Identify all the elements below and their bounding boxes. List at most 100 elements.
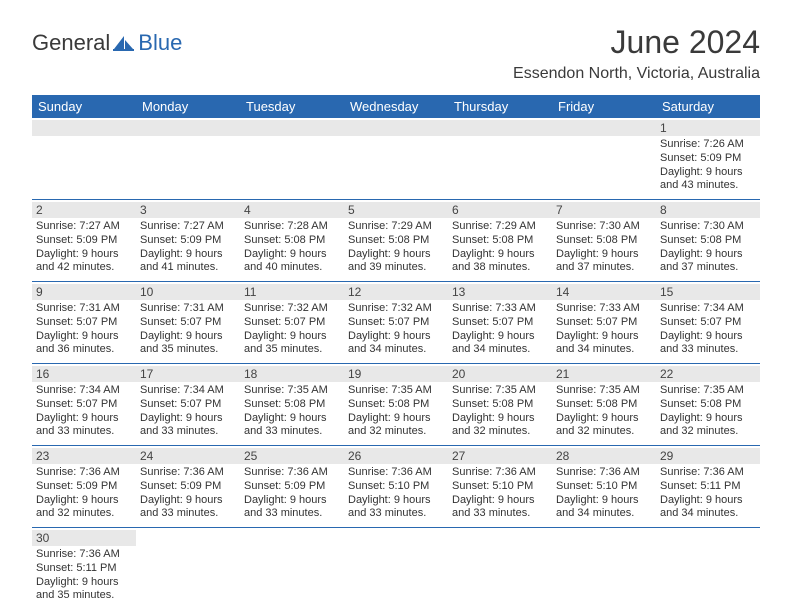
day-sunrise: Sunrise: 7:36 AM xyxy=(556,466,652,480)
day-sunrise: Sunrise: 7:35 AM xyxy=(660,384,756,398)
day-daylight2: and 39 minutes. xyxy=(348,261,444,275)
day-number: 30 xyxy=(32,530,136,546)
calendar-day-cell xyxy=(344,528,448,610)
day-sunrise: Sunrise: 7:30 AM xyxy=(660,220,756,234)
calendar-day-cell: 8Sunrise: 7:30 AMSunset: 5:08 PMDaylight… xyxy=(656,200,760,282)
day-daylight1: Daylight: 9 hours xyxy=(452,248,548,262)
day-sunrise: Sunrise: 7:34 AM xyxy=(140,384,236,398)
day-sunset: Sunset: 5:11 PM xyxy=(660,480,756,494)
day-sunset: Sunset: 5:07 PM xyxy=(140,316,236,330)
calendar-day-cell: 7Sunrise: 7:30 AMSunset: 5:08 PMDaylight… xyxy=(552,200,656,282)
day-sunset: Sunset: 5:08 PM xyxy=(348,398,444,412)
day-number: 28 xyxy=(552,448,656,464)
day-daylight1: Daylight: 9 hours xyxy=(452,412,548,426)
day-sunset: Sunset: 5:07 PM xyxy=(140,398,236,412)
day-number: 3 xyxy=(136,202,240,218)
calendar-day-cell: 15Sunrise: 7:34 AMSunset: 5:07 PMDayligh… xyxy=(656,282,760,364)
day-daylight1: Daylight: 9 hours xyxy=(556,248,652,262)
calendar-day-cell: 28Sunrise: 7:36 AMSunset: 5:10 PMDayligh… xyxy=(552,446,656,528)
calendar-day-cell: 23Sunrise: 7:36 AMSunset: 5:09 PMDayligh… xyxy=(32,446,136,528)
day-daylight1: Daylight: 9 hours xyxy=(660,494,756,508)
day-daylight1: Daylight: 9 hours xyxy=(244,412,340,426)
day-sunrise: Sunrise: 7:30 AM xyxy=(556,220,652,234)
calendar-day-cell: 6Sunrise: 7:29 AMSunset: 5:08 PMDaylight… xyxy=(448,200,552,282)
day-sunset: Sunset: 5:08 PM xyxy=(244,398,340,412)
calendar-day-cell: 26Sunrise: 7:36 AMSunset: 5:10 PMDayligh… xyxy=(344,446,448,528)
day-number: 2 xyxy=(32,202,136,218)
day-daylight2: and 32 minutes. xyxy=(556,425,652,439)
day-sunrise: Sunrise: 7:36 AM xyxy=(36,466,132,480)
calendar-day-cell: 19Sunrise: 7:35 AMSunset: 5:08 PMDayligh… xyxy=(344,364,448,446)
calendar-day-cell xyxy=(136,118,240,200)
calendar-table: Sunday Monday Tuesday Wednesday Thursday… xyxy=(32,95,760,609)
day-number: 17 xyxy=(136,366,240,382)
day-number: 23 xyxy=(32,448,136,464)
day-sunset: Sunset: 5:11 PM xyxy=(36,562,132,576)
day-number: 18 xyxy=(240,366,344,382)
calendar-day-cell: 4Sunrise: 7:28 AMSunset: 5:08 PMDaylight… xyxy=(240,200,344,282)
day-daylight2: and 38 minutes. xyxy=(452,261,548,275)
day-number: 8 xyxy=(656,202,760,218)
day-daylight2: and 34 minutes. xyxy=(556,343,652,357)
empty-day-number xyxy=(240,120,344,136)
day-daylight2: and 37 minutes. xyxy=(556,261,652,275)
calendar-day-cell: 25Sunrise: 7:36 AMSunset: 5:09 PMDayligh… xyxy=(240,446,344,528)
calendar-day-cell: 2 Sunrise: 7:27 AMSunset: 5:09 PMDaylight… xyxy=(32,200,136,282)
day-daylight2: and 33 minutes. xyxy=(140,507,236,521)
day-daylight1: Daylight: 9 hours xyxy=(36,330,132,344)
day-daylight2: and 32 minutes. xyxy=(660,425,756,439)
day-sunset: Sunset: 5:08 PM xyxy=(660,234,756,248)
calendar-day-cell: 21Sunrise: 7:35 AMSunset: 5:08 PMDayligh… xyxy=(552,364,656,446)
calendar-day-cell: 5Sunrise: 7:29 AMSunset: 5:08 PMDaylight… xyxy=(344,200,448,282)
day-sunrise: Sunrise: 7:34 AM xyxy=(660,302,756,316)
day-sunrise: Sunrise: 7:27 AM xyxy=(36,220,132,234)
day-sunrise: Sunrise: 7:36 AM xyxy=(348,466,444,480)
calendar-day-cell xyxy=(344,118,448,200)
day-daylight1: Daylight: 9 hours xyxy=(36,248,132,262)
day-header-friday: Friday xyxy=(552,95,656,118)
calendar-day-cell xyxy=(552,118,656,200)
day-daylight2: and 41 minutes. xyxy=(140,261,236,275)
day-sunrise: Sunrise: 7:35 AM xyxy=(244,384,340,398)
day-daylight1: Daylight: 9 hours xyxy=(140,412,236,426)
day-sunrise: Sunrise: 7:36 AM xyxy=(244,466,340,480)
day-sunrise: Sunrise: 7:32 AM xyxy=(348,302,444,316)
day-sunset: Sunset: 5:08 PM xyxy=(452,398,548,412)
logo: General Blue xyxy=(32,30,182,56)
calendar-week-row: 23Sunrise: 7:36 AMSunset: 5:09 PMDayligh… xyxy=(32,446,760,528)
day-daylight1: Daylight: 9 hours xyxy=(348,248,444,262)
day-sunset: Sunset: 5:10 PM xyxy=(556,480,652,494)
day-daylight1: Daylight: 9 hours xyxy=(660,166,756,180)
day-sunrise: Sunrise: 7:27 AM xyxy=(140,220,236,234)
day-daylight2: and 43 minutes. xyxy=(660,179,756,193)
day-daylight2: and 34 minutes. xyxy=(660,507,756,521)
day-sunrise: Sunrise: 7:33 AM xyxy=(556,302,652,316)
calendar-day-cell: 22Sunrise: 7:35 AMSunset: 5:08 PMDayligh… xyxy=(656,364,760,446)
calendar-day-cell: 17 Sunrise: 7:34 AMSunset: 5:07 PMDayligh… xyxy=(136,364,240,446)
logo-text-general: General xyxy=(32,30,110,56)
empty-day-number xyxy=(448,120,552,136)
day-sunrise: Sunrise: 7:29 AM xyxy=(348,220,444,234)
day-sunrise: Sunrise: 7:28 AM xyxy=(244,220,340,234)
day-daylight2: and 32 minutes. xyxy=(452,425,548,439)
day-sunrise: Sunrise: 7:33 AM xyxy=(452,302,548,316)
empty-day-number xyxy=(552,120,656,136)
calendar-day-cell: 24Sunrise: 7:36 AMSunset: 5:09 PMDayligh… xyxy=(136,446,240,528)
calendar-day-cell: 14Sunrise: 7:33 AMSunset: 5:07 PMDayligh… xyxy=(552,282,656,364)
calendar-day-cell: 11Sunrise: 7:32 AMSunset: 5:07 PMDayligh… xyxy=(240,282,344,364)
day-daylight1: Daylight: 9 hours xyxy=(244,248,340,262)
calendar-week-row: 2Sunrise: 7:27 AMSunset: 5:09 PMDaylight… xyxy=(32,200,760,282)
day-sunset: Sunset: 5:07 PM xyxy=(348,316,444,330)
day-header-row: Sunday Monday Tuesday Wednesday Thursday… xyxy=(32,95,760,118)
day-daylight1: Daylight: 9 hours xyxy=(244,330,340,344)
day-sunset: Sunset: 5:09 PM xyxy=(36,234,132,248)
day-sunrise: Sunrise: 7:32 AM xyxy=(244,302,340,316)
day-number: 11 xyxy=(240,284,344,300)
calendar-day-cell xyxy=(656,528,760,610)
day-sunset: Sunset: 5:10 PM xyxy=(348,480,444,494)
calendar-day-cell: 12Sunrise: 7:32 AMSunset: 5:07 PMDayligh… xyxy=(344,282,448,364)
day-daylight2: and 34 minutes. xyxy=(452,343,548,357)
day-daylight1: Daylight: 9 hours xyxy=(348,330,444,344)
day-daylight2: and 33 minutes. xyxy=(348,507,444,521)
calendar-week-row: 1Sunrise: 7:26 AMSunset: 5:09 PMDaylight… xyxy=(32,118,760,200)
